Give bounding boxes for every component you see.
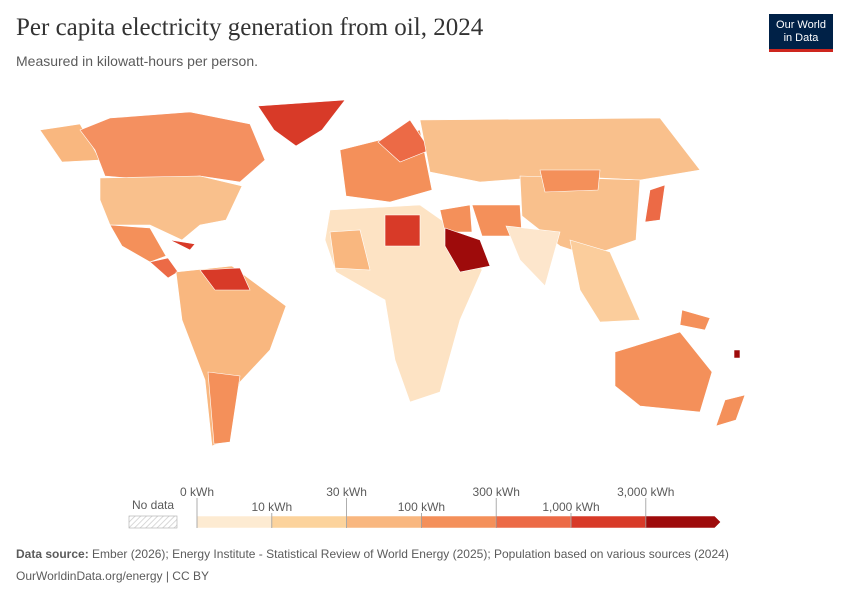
country[interactable]	[207, 371, 241, 445]
subtitle: Measured in kilowatt-hours per person.	[16, 53, 259, 69]
source-text: Ember (2026); Energy Institute - Statist…	[92, 547, 729, 561]
logo-line: Our World	[776, 19, 826, 31]
legend-tick-label: 10 kWh	[251, 500, 292, 514]
legend-swatch	[645, 515, 721, 529]
title: Per capita electricity generation from o…	[16, 14, 484, 41]
country[interactable]	[329, 229, 371, 271]
country[interactable]	[505, 225, 561, 287]
country[interactable]	[679, 309, 711, 331]
country[interactable]	[109, 224, 167, 263]
legend-tick-label: 30 kWh	[326, 485, 367, 499]
country[interactable]	[199, 267, 251, 291]
country[interactable]	[384, 214, 421, 247]
legend-swatch	[196, 515, 273, 529]
country[interactable]	[419, 117, 701, 183]
country[interactable]	[715, 394, 746, 427]
legend-swatch	[346, 515, 422, 529]
country[interactable]	[169, 239, 196, 251]
country[interactable]	[439, 204, 473, 233]
legend-tick-label: 3,000 kWh	[617, 485, 674, 499]
country[interactable]	[79, 111, 266, 183]
no-data-swatch[interactable]	[128, 515, 178, 529]
legend-swatch	[495, 515, 572, 529]
country[interactable]	[644, 184, 666, 223]
legend-tick-label: 300 kWh	[473, 485, 520, 499]
logo[interactable]: Our World in Data	[769, 14, 833, 52]
country[interactable]	[569, 239, 641, 323]
world-map	[39, 99, 746, 447]
country[interactable]	[614, 331, 713, 413]
country[interactable]	[733, 349, 741, 359]
no-data-label: No data	[132, 498, 174, 512]
legend-tick-label: 0 kWh	[180, 485, 214, 499]
country[interactable]	[444, 227, 491, 273]
legend: No data 0 kWh 10 kWh 30 kWh 100 kWh 300 kWh 1…	[128, 485, 721, 529]
country[interactable]	[257, 99, 346, 147]
country[interactable]	[539, 169, 601, 193]
legend-swatch	[271, 515, 347, 529]
legend-tick-label: 1,000 kWh	[542, 500, 599, 514]
url[interactable]: OurWorldinData.org/energy | CC BY	[16, 569, 209, 583]
legend-swatch	[570, 515, 647, 529]
legend-tick-label: 100 kWh	[398, 500, 445, 514]
logo-line: in Data	[783, 32, 819, 44]
country[interactable]	[99, 175, 243, 241]
source: Data source: Ember (2026); Energy Instit…	[16, 547, 729, 561]
country[interactable]	[149, 257, 179, 279]
legend-swatch	[421, 515, 497, 529]
source-label: Data source:	[16, 547, 89, 561]
